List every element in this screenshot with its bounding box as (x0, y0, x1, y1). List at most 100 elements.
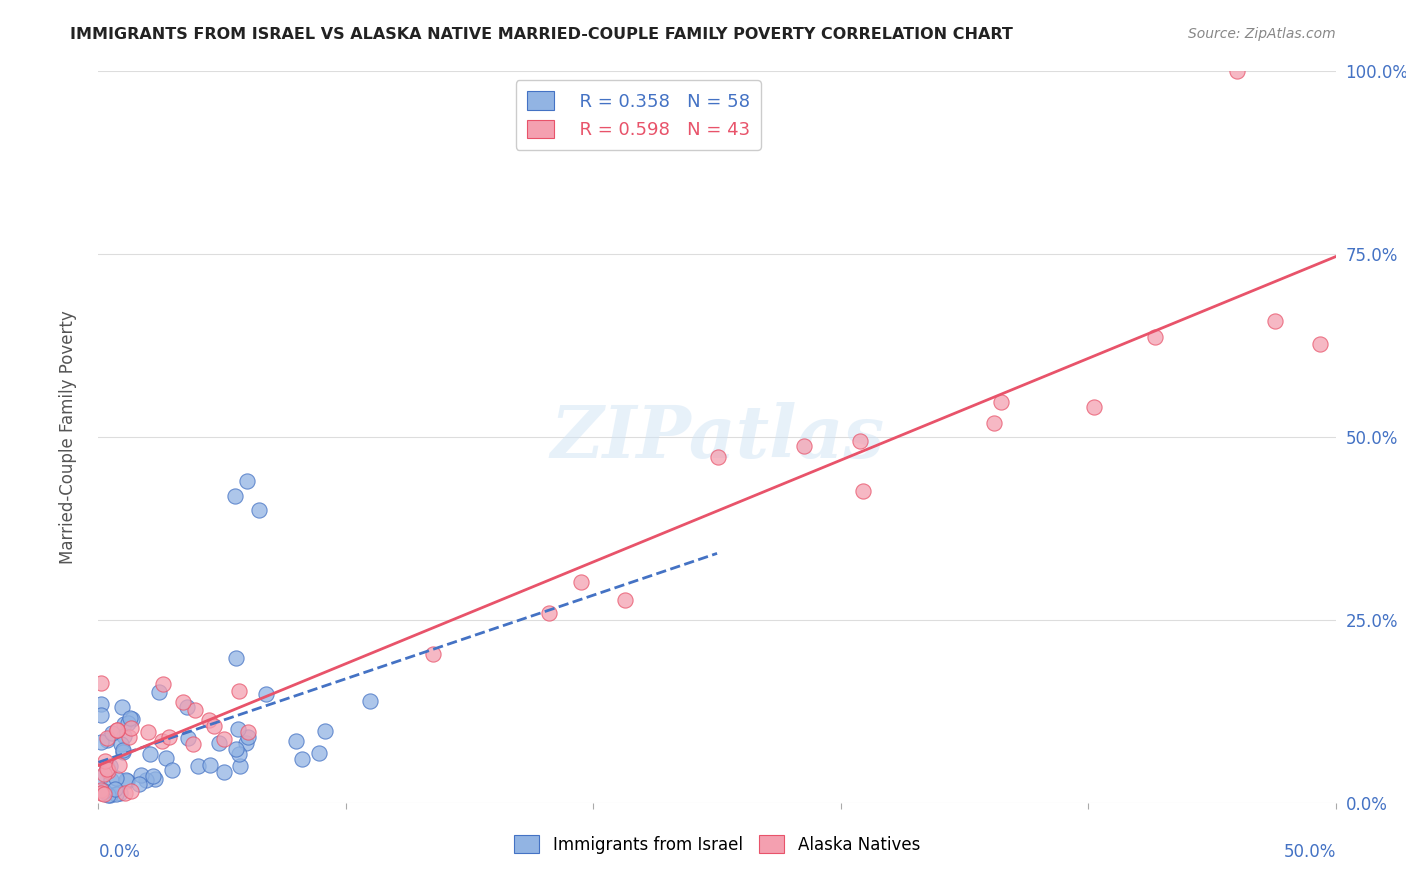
Point (236, 730, 259, 744)
Point (108, 786, 131, 800)
Point (135, 772, 157, 787)
Point (93, 784, 115, 798)
Text: Source: ZipAtlas.com: Source: ZipAtlas.com (1188, 27, 1336, 41)
Point (247, 503, 270, 517)
Point (105, 787, 128, 801)
Point (422, 647, 444, 661)
Point (111, 699, 134, 714)
Point (1083, 401, 1105, 415)
Point (226, 722, 249, 736)
Point (107, 723, 129, 738)
Point (97, 764, 120, 778)
Point (150, 733, 173, 747)
Point (104, 782, 127, 797)
Point (849, 434, 872, 448)
Y-axis label: Married-Couple Family Poverty: Married-Couple Family Poverty (59, 310, 77, 564)
Point (105, 723, 128, 737)
Point (118, 730, 141, 744)
Point (93, 787, 115, 801)
Point (235, 736, 257, 750)
Point (110, 737, 132, 751)
Point (1226, 64, 1249, 78)
Point (202, 718, 225, 732)
Point (100, 773, 122, 788)
Point (120, 783, 142, 797)
Point (96, 760, 118, 774)
Point (569, 574, 592, 589)
Point (852, 483, 875, 498)
Point (793, 439, 815, 453)
Point (707, 450, 730, 464)
Point (129, 768, 152, 782)
Point (90, 675, 112, 690)
Point (228, 747, 250, 761)
Point (176, 731, 198, 746)
Text: ZIPatlas: ZIPatlas (550, 401, 884, 473)
Point (121, 721, 143, 735)
Point (359, 694, 381, 708)
Point (157, 730, 180, 744)
Point (96, 731, 118, 745)
Point (104, 771, 127, 785)
Point (990, 395, 1012, 409)
Point (115, 772, 138, 787)
Point (114, 786, 136, 800)
Point (172, 695, 194, 709)
Point (112, 745, 135, 759)
Point (139, 747, 162, 762)
Point (284, 734, 307, 748)
Point (93, 767, 115, 781)
Point (155, 751, 177, 765)
Point (128, 777, 150, 791)
Point (136, 725, 159, 739)
Point (90, 735, 112, 749)
Text: IMMIGRANTS FROM ISRAEL VS ALASKA NATIVE MARRIED-COUPLE FAMILY POVERTY CORRELATIO: IMMIGRANTS FROM ISRAEL VS ALASKA NATIVE … (70, 27, 1014, 42)
Point (291, 752, 314, 766)
Point (117, 715, 139, 730)
Point (115, 773, 138, 788)
Point (314, 723, 336, 738)
Point (152, 676, 174, 690)
Point (224, 489, 246, 503)
Point (96, 762, 118, 776)
Point (212, 765, 235, 780)
Point (148, 685, 170, 699)
Point (212, 731, 235, 746)
Point (90, 698, 112, 712)
Point (143, 772, 166, 786)
Point (162, 763, 184, 777)
Point (183, 702, 205, 716)
Point (98, 789, 121, 803)
Point (225, 741, 247, 756)
Point (96, 732, 118, 747)
Point (614, 593, 637, 607)
Point (93, 755, 115, 769)
Text: 50.0%: 50.0% (1284, 843, 1336, 861)
Point (142, 769, 165, 783)
Point (225, 651, 247, 665)
Point (198, 757, 221, 772)
Point (181, 737, 204, 751)
Point (108, 758, 131, 772)
Point (90, 708, 112, 723)
Point (187, 759, 209, 773)
Point (983, 417, 1005, 431)
Point (90, 786, 112, 800)
Point (90, 770, 112, 784)
Point (121, 712, 143, 726)
Point (1309, 336, 1331, 351)
Point (229, 759, 252, 773)
Point (1144, 330, 1167, 344)
Text: 0.0%: 0.0% (98, 843, 141, 861)
Point (97, 788, 120, 802)
Point (100, 759, 122, 773)
Point (254, 687, 277, 701)
Point (90, 783, 112, 797)
Point (118, 711, 141, 725)
Point (538, 606, 561, 620)
Point (236, 725, 259, 739)
Point (111, 743, 134, 757)
Point (176, 700, 198, 714)
Point (1264, 313, 1286, 327)
Point (228, 684, 250, 698)
